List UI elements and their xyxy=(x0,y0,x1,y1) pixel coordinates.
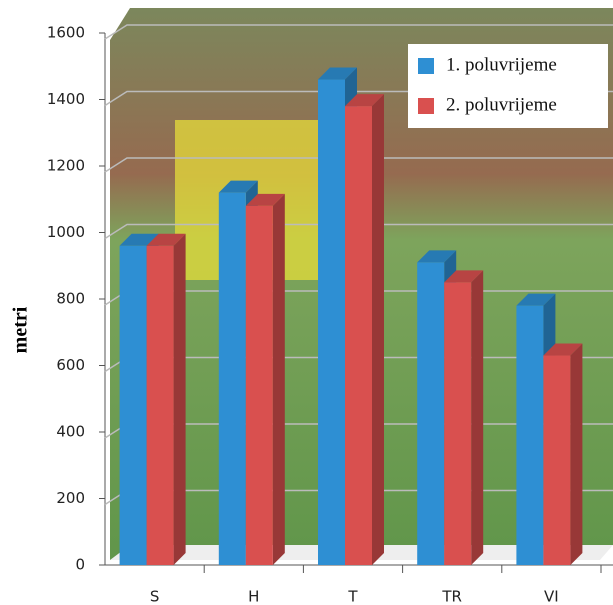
y-tick-label: 200 xyxy=(56,489,85,507)
x-tick-label: S xyxy=(150,588,160,605)
bar-side xyxy=(272,193,285,565)
bar-top xyxy=(119,233,159,246)
grid-line xyxy=(104,24,613,40)
bar xyxy=(318,79,345,566)
legend-label: 1. poluvrijeme xyxy=(446,54,557,75)
bar xyxy=(444,282,472,565)
bar xyxy=(146,245,174,566)
bar-side xyxy=(570,343,583,565)
x-tick-label: H xyxy=(248,588,259,605)
bar-side xyxy=(173,233,186,566)
bar-top xyxy=(444,270,484,283)
bar-top xyxy=(318,67,357,80)
y-tick-label: 1600 xyxy=(47,24,85,42)
legend: 1. poluvrijeme 2. poluvrijeme xyxy=(408,44,608,128)
y-tick-label: 1400 xyxy=(47,90,85,108)
bar xyxy=(218,192,246,565)
legend-swatch xyxy=(418,58,434,74)
legend-swatch xyxy=(418,98,434,114)
x-tick-label: T xyxy=(347,588,358,605)
bar xyxy=(516,305,544,565)
y-tick-label: 1000 xyxy=(47,223,85,241)
bar-top xyxy=(345,94,384,107)
y-tick-label: 800 xyxy=(56,290,85,308)
bar-side xyxy=(471,270,484,565)
bar-top xyxy=(146,233,186,246)
bar-top xyxy=(218,180,258,193)
bar xyxy=(543,355,571,565)
bar-top xyxy=(543,343,583,356)
legend-label: 2. poluvrijeme xyxy=(446,94,557,115)
bar-top xyxy=(516,293,556,306)
bar xyxy=(245,205,273,565)
grid-line xyxy=(104,223,613,240)
x-tick-label: TR xyxy=(441,588,462,605)
bar xyxy=(119,245,147,566)
y-tick-label: 0 xyxy=(75,556,85,574)
y-tick-label: 1200 xyxy=(47,157,85,175)
y-axis-label: metri xyxy=(10,306,32,353)
legend-box xyxy=(408,44,608,128)
bar-top xyxy=(417,250,457,263)
grid-line xyxy=(104,157,613,173)
y-tick-label: 600 xyxy=(56,356,85,374)
bar-side xyxy=(372,94,384,566)
x-tick-label: VI xyxy=(544,588,559,605)
bar xyxy=(417,262,445,565)
bar xyxy=(345,106,372,566)
y-tick-label: 400 xyxy=(56,423,85,441)
bar-top xyxy=(245,193,285,206)
